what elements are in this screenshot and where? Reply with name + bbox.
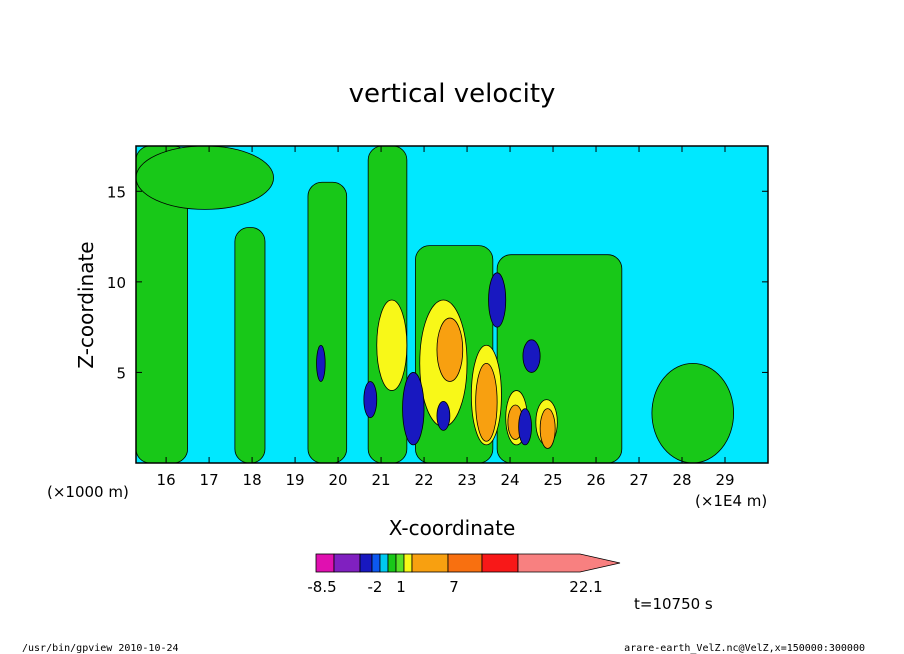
plot-frame — [135, 145, 769, 464]
x-tick-label: 17 — [200, 471, 219, 489]
x-tick-label: 24 — [500, 471, 519, 489]
y-tick-label: 5 — [116, 364, 126, 382]
x-tick-label: 23 — [458, 471, 477, 489]
contour-region-orange — [539, 408, 556, 449]
colorbar-segment — [371, 553, 381, 573]
x-unit-label: (×1E4 m) — [695, 492, 767, 510]
contour-region-green — [307, 181, 348, 464]
plot-area — [135, 145, 769, 464]
x-tick-label: 21 — [372, 471, 391, 489]
colorbar-segment — [359, 553, 373, 573]
colorbar-label: -2 — [368, 578, 383, 596]
footer-right: arare-earth_VelZ.nc@VelZ,x=150000:300000 — [624, 643, 865, 654]
colorbar-segment — [517, 553, 621, 573]
chart-title: vertical velocity — [349, 79, 556, 109]
x-tick-label: 19 — [286, 471, 305, 489]
contour-region-blue — [402, 372, 425, 446]
contour-region-green — [651, 362, 735, 464]
x-tick-label: 29 — [715, 471, 734, 489]
y-axis-ticks: 5 10 15 — [107, 183, 768, 382]
x-axis-label: X-coordinate — [389, 516, 516, 540]
colorbar-segment — [481, 553, 519, 573]
contour-region-green — [135, 145, 274, 210]
x-tick-label: 27 — [629, 471, 648, 489]
colorbar-label: 22.1 — [569, 578, 602, 596]
colorbar-segment — [387, 553, 397, 573]
contour-region-blue — [316, 344, 326, 382]
colorbar-label: 7 — [449, 578, 459, 596]
colorbar-segment — [403, 553, 413, 573]
x-tick-label: 20 — [329, 471, 348, 489]
contour-region-blue — [436, 401, 451, 431]
x-axis-ticks: 16 17 18 19 20 21 22 23 24 25 26 27 28 29 — [157, 146, 735, 489]
colorbar-segment — [315, 553, 335, 573]
colorbar-segment — [379, 553, 389, 573]
contour-regions — [135, 145, 735, 464]
colorbar-labels: -8.5 -2 1 7 22.1 — [307, 578, 602, 596]
x-tick-label: 22 — [415, 471, 434, 489]
x-tick-label: 18 — [243, 471, 262, 489]
y-axis-label: Z-coordinate — [74, 241, 98, 368]
x-tick-label: 25 — [543, 471, 562, 489]
contour-region-green — [234, 227, 266, 464]
x-tick-label: 26 — [586, 471, 605, 489]
colorbar-segment — [447, 553, 483, 573]
colorbar-segment — [333, 553, 361, 573]
x-tick-label: 28 — [672, 471, 691, 489]
footer-left: /usr/bin/gpview 2010-10-24 — [22, 643, 179, 654]
contour-region-blue — [363, 381, 378, 419]
time-annotation: t=10750 s — [634, 595, 713, 613]
colorbar — [315, 553, 621, 573]
contour-region-blue — [518, 408, 532, 446]
contour-region-orange — [475, 362, 498, 442]
y-unit-label: (×1000 m) — [47, 483, 129, 501]
colorbar-label: 1 — [396, 578, 406, 596]
x-tick-label: 16 — [157, 471, 176, 489]
colorbar-label: -8.5 — [307, 578, 336, 596]
contour-region-blue — [488, 272, 507, 328]
y-tick-label: 15 — [107, 183, 126, 201]
contour-region-yellow — [376, 299, 408, 391]
colorbar-segment — [411, 553, 449, 573]
colorbar-segment — [395, 553, 405, 573]
contour-region-orange — [436, 317, 464, 382]
contour-region-blue — [522, 339, 541, 373]
y-tick-label: 10 — [107, 274, 126, 292]
